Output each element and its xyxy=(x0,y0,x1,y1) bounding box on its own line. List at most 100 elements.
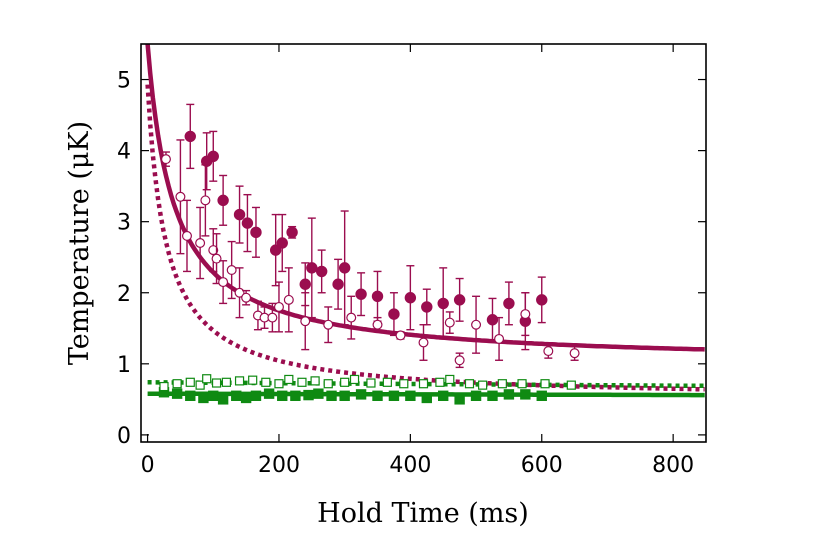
data-point xyxy=(208,390,219,402)
data-point xyxy=(444,317,455,328)
data-point xyxy=(349,374,360,385)
data-point xyxy=(273,301,284,312)
data-point xyxy=(240,392,252,404)
data-point xyxy=(172,379,182,389)
data-point xyxy=(195,238,206,249)
data-point xyxy=(263,388,275,399)
data-point xyxy=(267,312,278,323)
data-point xyxy=(536,294,548,306)
x-tick-label: 400 xyxy=(389,453,431,478)
data-points xyxy=(158,103,580,405)
data-point xyxy=(217,394,229,405)
data-point xyxy=(536,390,547,402)
data-point xyxy=(355,389,367,400)
green-dotted-fit xyxy=(147,380,705,389)
data-point xyxy=(497,379,507,389)
y-tick-label: 0 xyxy=(117,424,131,449)
data-point xyxy=(438,390,449,402)
data-point xyxy=(277,390,288,402)
y-axis-label: Temperature (μK) xyxy=(64,121,95,365)
data-point xyxy=(198,392,209,404)
data-point xyxy=(340,377,350,387)
series-green-open xyxy=(159,374,576,392)
data-point xyxy=(306,262,318,274)
data-point xyxy=(454,394,465,405)
data-point xyxy=(517,379,527,389)
x-axis-label: Hold Time (ms) xyxy=(317,498,529,529)
data-point xyxy=(160,154,171,165)
data-point xyxy=(323,379,333,389)
data-point xyxy=(435,377,445,387)
data-point xyxy=(421,392,432,404)
y-tick-label: 2 xyxy=(117,282,131,307)
data-point xyxy=(290,390,301,402)
data-point xyxy=(233,208,246,221)
data-point xyxy=(503,389,515,400)
data-point xyxy=(372,319,383,330)
data-point xyxy=(284,374,294,385)
data-point xyxy=(503,297,515,310)
data-point xyxy=(250,390,262,402)
y-tick-label: 5 xyxy=(117,69,131,94)
data-point xyxy=(388,390,400,402)
data-point xyxy=(185,377,195,387)
data-point xyxy=(221,377,232,387)
data-point xyxy=(283,294,294,305)
data-point xyxy=(437,297,449,310)
data-point xyxy=(248,375,258,385)
data-point xyxy=(250,226,262,239)
data-point xyxy=(208,245,219,256)
data-point xyxy=(487,390,498,402)
data-point xyxy=(159,381,169,392)
data-point xyxy=(372,390,383,402)
data-point xyxy=(569,348,580,359)
data-point xyxy=(234,287,245,298)
data-point xyxy=(276,237,288,249)
data-point xyxy=(231,390,242,402)
data-point xyxy=(303,389,314,401)
data-point xyxy=(299,278,311,290)
data-point xyxy=(454,355,465,366)
data-point xyxy=(566,380,576,390)
data-point xyxy=(520,389,531,400)
data-point xyxy=(464,379,475,389)
data-point xyxy=(195,380,205,390)
data-point xyxy=(404,292,417,304)
data-point xyxy=(274,379,284,389)
data-point xyxy=(202,374,212,384)
y-tick-label: 3 xyxy=(117,211,131,236)
data-point xyxy=(470,390,482,402)
data-point xyxy=(171,388,183,399)
data-point xyxy=(371,290,384,303)
data-point xyxy=(486,314,499,326)
series-green-filled xyxy=(158,387,547,405)
data-point xyxy=(453,294,466,306)
data-point xyxy=(395,330,406,341)
data-point xyxy=(339,390,350,402)
data-point xyxy=(418,337,429,348)
data-point xyxy=(471,319,482,330)
data-point xyxy=(520,309,531,320)
data-point xyxy=(300,316,311,327)
data-point xyxy=(326,390,337,402)
data-point xyxy=(338,262,351,274)
data-point xyxy=(310,376,320,386)
data-point xyxy=(226,265,237,276)
data-point xyxy=(366,378,376,388)
series-magenta-filled xyxy=(184,103,548,351)
data-point xyxy=(218,277,229,288)
data-point xyxy=(543,346,554,357)
data-point xyxy=(388,308,400,320)
data-point xyxy=(323,319,334,330)
data-point xyxy=(185,390,196,402)
data-point xyxy=(418,379,429,389)
data-point xyxy=(313,388,324,399)
data-point xyxy=(211,378,222,388)
data-point xyxy=(241,292,252,303)
data-point xyxy=(315,265,328,278)
x-tick-label: 200 xyxy=(258,453,300,478)
data-point xyxy=(217,194,229,207)
data-point xyxy=(382,377,392,387)
data-point xyxy=(261,377,271,387)
plot-frame xyxy=(140,43,707,443)
